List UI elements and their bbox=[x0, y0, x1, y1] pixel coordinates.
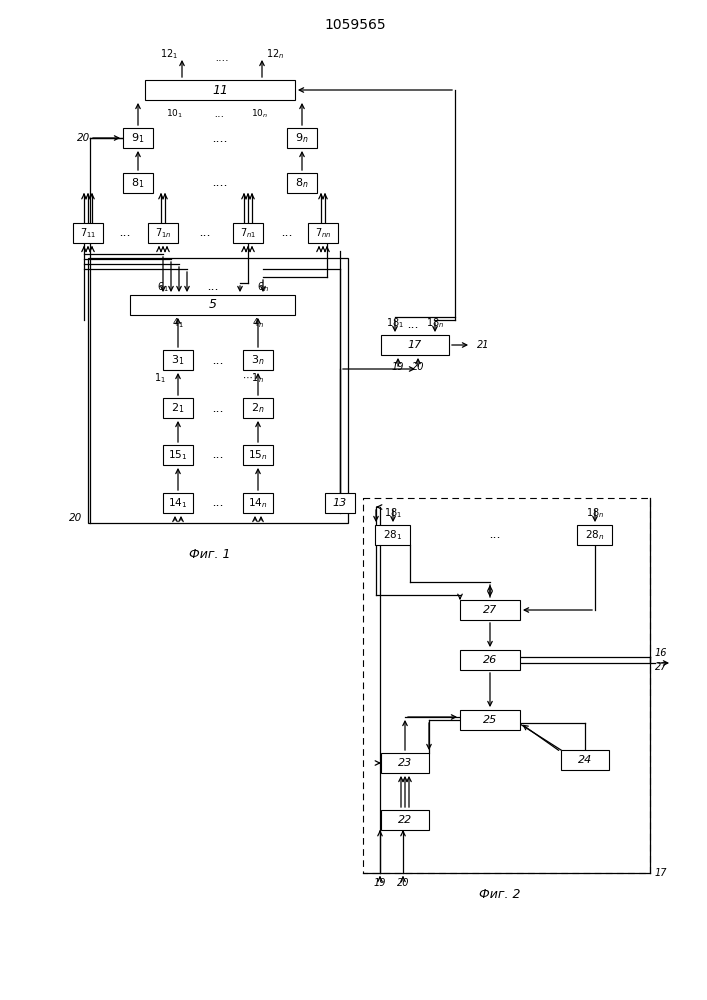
Text: ....: .... bbox=[212, 131, 228, 144]
Text: ...: ... bbox=[207, 280, 219, 294]
Bar bbox=[88, 258, 348, 523]
Text: 27: 27 bbox=[483, 605, 497, 615]
Bar bbox=[363, 498, 650, 873]
Text: 5: 5 bbox=[209, 298, 217, 312]
Text: $8_1$: $8_1$ bbox=[132, 176, 145, 190]
Bar bbox=[381, 753, 429, 773]
Text: $1_1$: $1_1$ bbox=[154, 371, 166, 385]
Bar bbox=[73, 223, 103, 243]
Text: 24: 24 bbox=[578, 755, 592, 765]
Text: 16: 16 bbox=[655, 648, 667, 658]
Text: $3_n$: $3_n$ bbox=[251, 353, 265, 367]
Bar bbox=[163, 398, 193, 418]
Text: 20: 20 bbox=[411, 362, 424, 372]
Text: ....: .... bbox=[215, 53, 229, 63]
Text: 19: 19 bbox=[392, 362, 404, 372]
Text: $9_n$: $9_n$ bbox=[296, 131, 309, 145]
Bar bbox=[561, 750, 609, 770]
Text: $28_1$: $28_1$ bbox=[383, 528, 403, 542]
Bar bbox=[287, 173, 317, 193]
Text: ...: ... bbox=[212, 448, 224, 462]
Text: 20: 20 bbox=[77, 133, 90, 143]
Bar bbox=[243, 445, 273, 465]
Bar bbox=[145, 80, 295, 100]
Bar bbox=[123, 128, 153, 148]
Text: $7_{1n}$: $7_{1n}$ bbox=[155, 226, 171, 240]
Text: $2_n$: $2_n$ bbox=[251, 401, 265, 415]
Bar bbox=[381, 335, 449, 355]
Text: 25: 25 bbox=[483, 715, 497, 725]
Bar bbox=[243, 398, 273, 418]
Text: $7_{11}$: $7_{11}$ bbox=[80, 226, 96, 240]
Text: 20: 20 bbox=[69, 513, 82, 523]
Text: $3_1$: $3_1$ bbox=[171, 353, 185, 367]
Bar bbox=[308, 223, 338, 243]
Text: $4_n$: $4_n$ bbox=[252, 316, 264, 330]
Text: $14_1$: $14_1$ bbox=[168, 496, 187, 510]
Text: $15_1$: $15_1$ bbox=[168, 448, 187, 462]
Bar bbox=[287, 128, 317, 148]
Bar bbox=[123, 173, 153, 193]
Text: $\cdots 1_n$: $\cdots 1_n$ bbox=[242, 371, 264, 385]
Text: $12_n$: $12_n$ bbox=[266, 47, 284, 61]
Text: ....: .... bbox=[212, 176, 228, 190]
Text: ...: ... bbox=[212, 401, 224, 414]
Bar bbox=[243, 493, 273, 513]
Text: ...: ... bbox=[407, 318, 419, 332]
Text: ...: ... bbox=[199, 227, 211, 239]
Bar bbox=[243, 350, 273, 370]
Text: 17: 17 bbox=[655, 868, 667, 878]
Text: $10_n$: $10_n$ bbox=[252, 108, 269, 120]
Bar bbox=[460, 710, 520, 730]
Bar bbox=[578, 525, 612, 545]
Bar bbox=[131, 295, 296, 315]
Text: $12_1$: $12_1$ bbox=[160, 47, 178, 61]
Text: 22: 22 bbox=[398, 815, 412, 825]
Text: 11: 11 bbox=[212, 84, 228, 97]
Text: Фиг. 1: Фиг. 1 bbox=[189, 548, 230, 562]
Text: Фиг. 2: Фиг. 2 bbox=[479, 888, 521, 902]
Bar bbox=[163, 493, 193, 513]
Text: 23: 23 bbox=[398, 758, 412, 768]
Text: $2_1$: $2_1$ bbox=[171, 401, 185, 415]
Text: ...: ... bbox=[215, 109, 226, 119]
Bar bbox=[163, 445, 193, 465]
Bar bbox=[163, 350, 193, 370]
Bar bbox=[375, 525, 411, 545]
Text: $7_{nn}$: $7_{nn}$ bbox=[315, 226, 332, 240]
Text: $15_n$: $15_n$ bbox=[248, 448, 268, 462]
Text: $28_n$: $28_n$ bbox=[585, 528, 604, 542]
Text: 26: 26 bbox=[483, 655, 497, 665]
Text: ...: ... bbox=[489, 528, 501, 542]
Text: ...: ... bbox=[212, 354, 224, 366]
Text: 17: 17 bbox=[408, 340, 422, 350]
Text: ...: ... bbox=[212, 496, 224, 510]
Text: 19: 19 bbox=[374, 878, 386, 888]
Text: $10_1$: $10_1$ bbox=[166, 108, 184, 120]
Text: $18_1$: $18_1$ bbox=[384, 506, 402, 520]
Text: 21: 21 bbox=[477, 340, 489, 350]
Text: $18_1$: $18_1$ bbox=[386, 316, 404, 330]
Text: $6_n$: $6_n$ bbox=[257, 280, 269, 294]
Text: ...: ... bbox=[119, 227, 131, 239]
Bar bbox=[460, 600, 520, 620]
Text: $14_n$: $14_n$ bbox=[248, 496, 268, 510]
Bar bbox=[148, 223, 178, 243]
Text: 1059565: 1059565 bbox=[325, 18, 386, 32]
Text: $18_n$: $18_n$ bbox=[586, 506, 604, 520]
Text: $7_{n1}$: $7_{n1}$ bbox=[240, 226, 256, 240]
Text: 27: 27 bbox=[655, 662, 667, 672]
Text: $6_1$: $6_1$ bbox=[157, 280, 169, 294]
Text: $9_1$: $9_1$ bbox=[132, 131, 145, 145]
Bar bbox=[325, 493, 355, 513]
Bar bbox=[233, 223, 263, 243]
Bar bbox=[381, 810, 429, 830]
Text: $8_n$: $8_n$ bbox=[296, 176, 309, 190]
Bar bbox=[460, 650, 520, 670]
Text: ...: ... bbox=[281, 227, 293, 239]
Text: $4_1$: $4_1$ bbox=[172, 316, 184, 330]
Text: 20: 20 bbox=[397, 878, 409, 888]
Text: $18_n$: $18_n$ bbox=[426, 316, 444, 330]
Text: 13: 13 bbox=[333, 498, 347, 508]
